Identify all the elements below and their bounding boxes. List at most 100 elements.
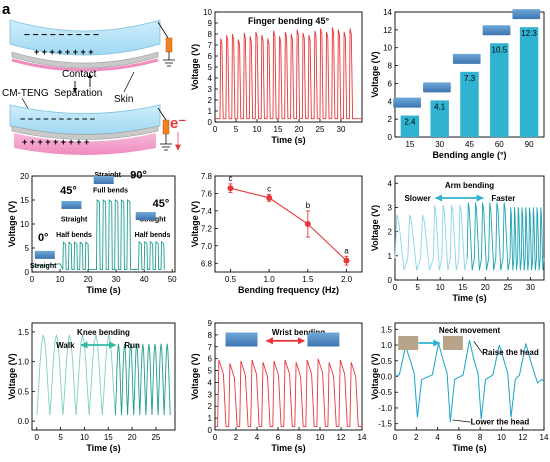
voltage-trace-f [466, 202, 511, 271]
angle-label-45b: 45° [153, 198, 170, 210]
y-tick-label-c: 12 [383, 26, 392, 35]
separation-label: Separation [54, 88, 102, 99]
y-tick-label-d: 10 [20, 220, 29, 229]
y-tick-label-f: 4 [388, 179, 393, 188]
x-tick-label-h: 10 [316, 433, 325, 442]
y-tick-label-c: 14 [383, 8, 392, 17]
bar-c [460, 71, 479, 137]
y-tick-label-b: 3 [208, 85, 213, 94]
bar-value-label-c: 2.4 [404, 118, 416, 127]
y-tick-label-f: 0 [388, 276, 393, 285]
voltage-trace-d [31, 199, 165, 271]
y-axis-label-g: Voltage (V) [7, 353, 17, 399]
y-tick-label-h: 6 [208, 355, 213, 364]
neck-photo-right [442, 336, 463, 350]
bar-value-label-c: 12.3 [521, 29, 537, 38]
voltage-trace-f [394, 214, 434, 271]
x-tick-label-i: 2 [414, 433, 419, 442]
chart-title-i: Neck movement [439, 326, 501, 335]
y-tick-label-d: 15 [20, 196, 29, 205]
y-tick-label-i: 0.0 [381, 373, 393, 382]
voltage-trace-f [432, 204, 468, 271]
x-tick-label-b: 20 [295, 125, 304, 134]
bar-c [519, 27, 539, 137]
schematic-bottom-skin [14, 133, 156, 155]
slower-label-f: Slower [404, 194, 430, 203]
y-tick-label-b: 5 [208, 63, 213, 72]
point-e [227, 185, 234, 192]
y-tick-label-f: 3 [388, 203, 393, 212]
voltage-trace-h [215, 358, 362, 427]
x-tick-label-g: 0 [35, 433, 40, 442]
x-tick-label-h: 4 [255, 433, 260, 442]
x-tick-label-b: 10 [253, 125, 262, 134]
voltage-trace-g [114, 343, 171, 416]
x-tick-label-d: 30 [112, 275, 121, 284]
chart-title-b: Finger bending 45° [248, 16, 330, 26]
wrist-photo-right [307, 332, 340, 347]
x-tick-label-g: 15 [104, 433, 113, 442]
x-tick-label-d: 20 [84, 275, 93, 284]
bottom-load-resistor [162, 119, 170, 135]
x-tick-label-f: 5 [415, 283, 420, 292]
y-tick-label-g: 1.0 [18, 358, 30, 367]
angle-label-0: 0° [38, 232, 49, 244]
y-tick-label-g: 0.5 [18, 387, 30, 396]
x-tick-label-h: 0 [213, 433, 218, 442]
schematic-top-electrode [11, 51, 159, 69]
y-tick-label-b: 10 [203, 8, 212, 17]
bar-c [400, 115, 420, 137]
x-tick-label-b: 30 [337, 125, 346, 134]
y-tick-label-b: 4 [208, 74, 213, 83]
half-bends-label-45: Half bends [56, 232, 92, 239]
y-tick-label-d: 20 [20, 172, 29, 181]
x-tick-label-i: 0 [393, 433, 398, 442]
y-axis-label-f: Voltage (V) [370, 205, 380, 251]
x-tick-label-f: 25 [503, 283, 512, 292]
y-tick-label-f: 2 [388, 228, 393, 237]
y-tick-label-g: 0.0 [18, 417, 30, 426]
x-tick-label-d: 10 [56, 275, 65, 284]
y-tick-label-b: 9 [208, 19, 213, 28]
voltage-trace-f [509, 207, 545, 271]
neck-photo-left [398, 336, 419, 350]
y-tick-label-e: 7.0 [201, 242, 213, 251]
hand-photo-d0 [34, 250, 55, 259]
x-tick-label-g: 20 [128, 433, 137, 442]
y-tick-label-h: 3 [208, 390, 213, 399]
x-tick-label-e: 0.5 [225, 275, 237, 284]
x-tick-label-h: 12 [337, 433, 346, 442]
walk-label-g: Walk [56, 341, 75, 350]
schematic-top-layer [9, 19, 161, 56]
x-tick-label-d: 0 [30, 275, 35, 284]
skin-label: Skin [114, 94, 133, 105]
y-tick-label-c: 10 [383, 44, 392, 53]
x-tick-label-e: 2.0 [341, 275, 353, 284]
hand-photo-c [423, 82, 451, 93]
panel-i: -1.5 -1.0 -0.5 0.0 0.5 1.0 1.5 0 2 4 6 8 10 12 14 Time … [370, 322, 549, 453]
chart-title-g: Knee bending [77, 328, 130, 337]
y-tick-label-b: 2 [208, 96, 213, 105]
bar-c [430, 100, 449, 137]
hand-photo-c [452, 53, 481, 64]
y-tick-label-b: 7 [208, 41, 213, 50]
plot-frame-e [214, 175, 363, 273]
y-tick-label-e: 6.8 [201, 259, 213, 268]
schematic-bottom-wire [157, 107, 167, 121]
x-axis-label-c: Bending angle (°) [432, 150, 506, 160]
chart-title-f: Arm bending [445, 181, 494, 190]
y-tick-label-b: 1 [208, 107, 213, 116]
y-tick-label-i: 1.0 [381, 341, 393, 350]
y-tick-label-b: 8 [208, 30, 213, 39]
panel-f: 0 1 2 3 4 0 5 10 15 20 25 30 Time (s) Voltage (V) Arm … [370, 175, 545, 303]
x-tick-label-f: 20 [481, 283, 490, 292]
schematic-bottom-electrode [11, 125, 159, 140]
hand-photo-d45 [61, 200, 82, 209]
y-axis-label-h: Voltage (V) [190, 353, 200, 399]
y-tick-label-i: -0.5 [378, 388, 392, 397]
point-e [304, 221, 311, 227]
x-axis-label-d: Time (s) [86, 285, 120, 295]
bottom-plus-charges: + + + + + + + + + [22, 137, 89, 147]
x-tick-label-e: 1.0 [264, 275, 276, 284]
